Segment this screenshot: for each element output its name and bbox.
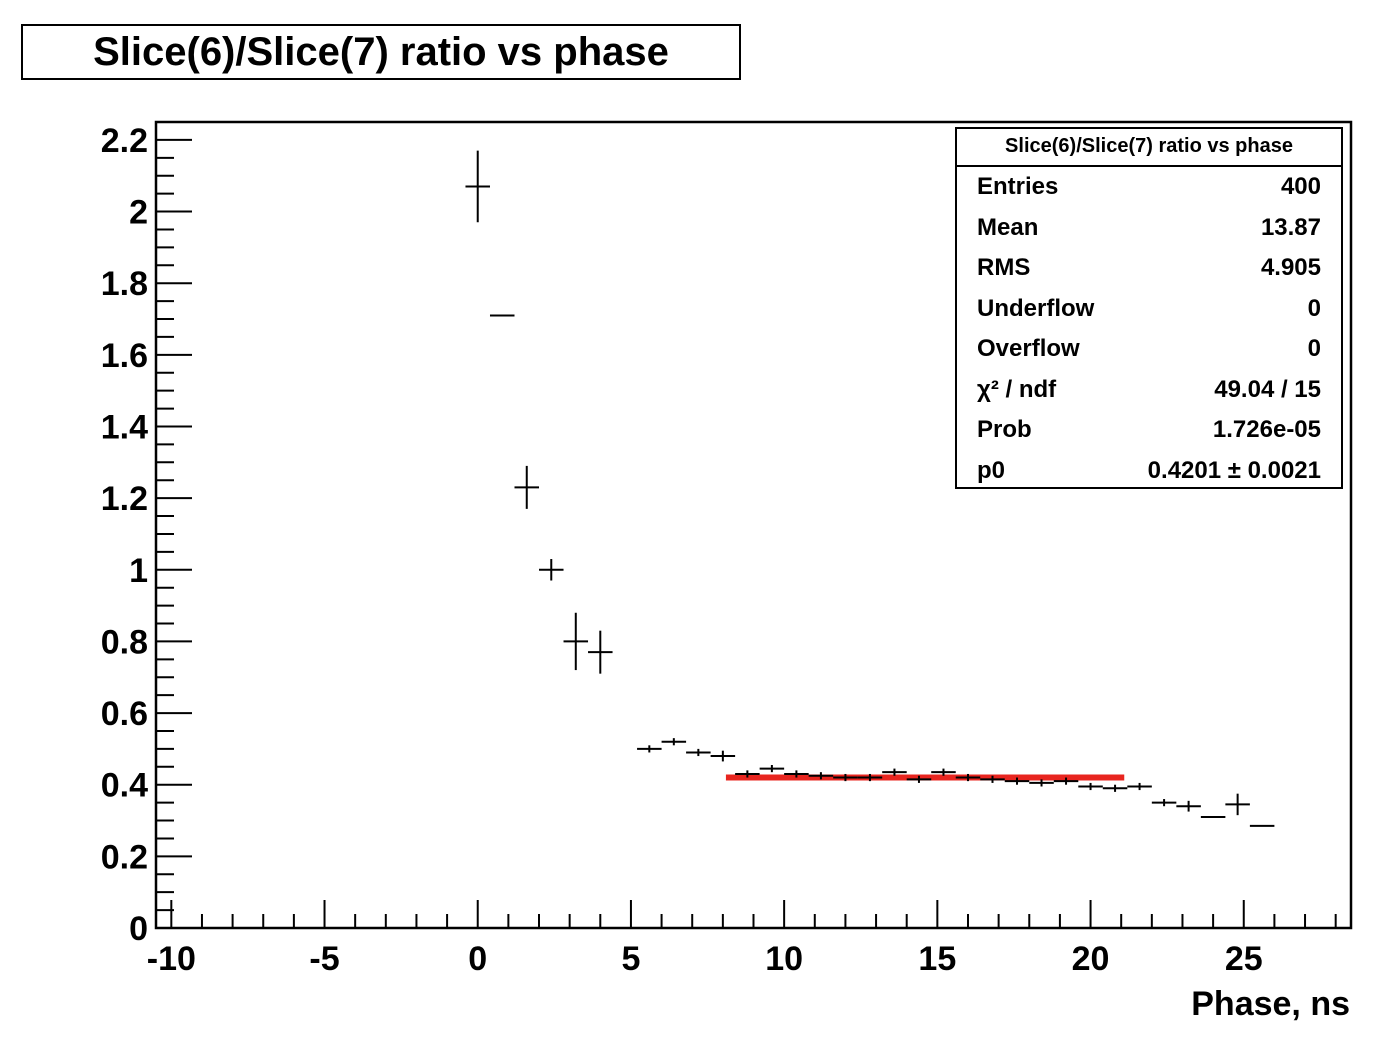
data-point xyxy=(1004,777,1030,785)
y-tick-label: 0.2 xyxy=(101,838,148,876)
stats-value: 0 xyxy=(1307,335,1321,362)
data-point xyxy=(661,738,687,746)
data-point xyxy=(1102,784,1128,792)
data-point xyxy=(931,768,956,776)
x-tick-label: -10 xyxy=(147,940,196,978)
y-tick-label: 0.8 xyxy=(101,623,148,661)
data-point xyxy=(882,768,907,776)
stats-row-underflow: Underflow 0 xyxy=(957,289,1341,330)
y-tick-label: 0.4 xyxy=(101,767,148,805)
data-point xyxy=(686,748,711,757)
axis-tick-labels: -10 -5 0 5 10 15 20 25 0 0.2 0.4 0.6 0.8 1 1.2 1.4 1.6 1.… xyxy=(101,122,1263,978)
data-point xyxy=(980,775,1005,783)
data-point xyxy=(1176,800,1201,812)
data-point xyxy=(906,775,932,783)
stats-label: Entries xyxy=(977,173,1059,200)
x-axis-label: Phase, ns xyxy=(1191,985,1350,1023)
stats-value: 400 xyxy=(1280,173,1321,200)
data-point xyxy=(1029,779,1054,787)
stats-row-mean: Mean 13.87 xyxy=(957,208,1341,249)
data-point xyxy=(833,773,858,782)
stats-row-overflow: Overflow 0 xyxy=(957,329,1341,370)
y-tick-label: 1.2 xyxy=(101,480,148,518)
stats-value: 49.04 / 15 xyxy=(1214,375,1321,403)
stats-row-entries: Entries 400 xyxy=(957,167,1341,208)
data-point xyxy=(784,770,809,778)
stats-row-chi2: χ² / ndf 49.04 / 15 xyxy=(957,370,1341,411)
x-tick-label: 25 xyxy=(1225,940,1263,978)
stats-label: Underflow xyxy=(977,294,1095,322)
data-point xyxy=(735,770,760,778)
stats-row-p0: p0 0.4201 ± 0.0021 xyxy=(957,451,1341,492)
y-tick-label: 1 xyxy=(129,552,148,590)
x-tick-label: 10 xyxy=(765,940,803,978)
stats-title: Slice(6)/Slice(7) ratio vs phase xyxy=(957,129,1341,167)
data-points xyxy=(465,150,1275,827)
stats-value: 0.4201 ± 0.0021 xyxy=(1147,456,1321,484)
data-point xyxy=(465,150,490,223)
x-tick-label: 5 xyxy=(621,940,640,978)
data-point xyxy=(710,750,736,762)
stats-label: Prob xyxy=(977,416,1032,443)
data-point xyxy=(857,773,883,782)
data-point xyxy=(1053,777,1079,785)
y-tick-label: 1.4 xyxy=(101,408,148,446)
y-tick-label: 1.6 xyxy=(101,337,148,375)
stats-label: RMS xyxy=(977,254,1031,281)
stats-label: Mean xyxy=(977,213,1039,241)
y-tick-label: 0.6 xyxy=(101,695,148,733)
stats-label: Overflow xyxy=(977,335,1080,362)
stats-label: χ² / ndf xyxy=(977,375,1057,403)
y-tick-label: 2.2 xyxy=(101,122,148,160)
stats-value: 13.87 xyxy=(1260,213,1321,241)
data-point xyxy=(1127,782,1152,791)
stats-value: 0 xyxy=(1307,294,1321,322)
x-tick-label: 20 xyxy=(1072,940,1110,978)
stats-value: 4.905 xyxy=(1260,254,1321,281)
chart-title: Slice(6)/Slice(7) ratio vs phase xyxy=(21,24,741,80)
axis-ticks xyxy=(156,121,1337,929)
y-tick-label: 0 xyxy=(129,910,148,948)
stats-value: 1.726e-05 xyxy=(1212,416,1321,443)
stats-row-rms: RMS 4.905 xyxy=(957,248,1341,289)
data-point xyxy=(588,630,613,674)
data-point xyxy=(1078,782,1103,791)
data-point xyxy=(808,772,834,780)
data-point xyxy=(514,465,540,509)
data-point xyxy=(539,559,564,581)
stats-row-prob: Prob 1.726e-05 xyxy=(957,410,1341,451)
x-tick-label: -5 xyxy=(309,940,339,978)
stats-box: Slice(6)/Slice(7) ratio vs phase Entries… xyxy=(955,127,1343,489)
data-point xyxy=(1225,793,1250,816)
data-point xyxy=(563,612,589,671)
y-tick-label: 1.8 xyxy=(101,265,148,303)
x-tick-label: 15 xyxy=(918,940,956,978)
data-point xyxy=(759,765,785,773)
data-point xyxy=(1151,799,1177,807)
x-tick-label: 0 xyxy=(468,940,487,978)
stats-label: p0 xyxy=(977,456,1006,484)
data-point xyxy=(637,745,662,753)
y-tick-label: 2 xyxy=(129,194,148,232)
data-point xyxy=(955,773,981,782)
